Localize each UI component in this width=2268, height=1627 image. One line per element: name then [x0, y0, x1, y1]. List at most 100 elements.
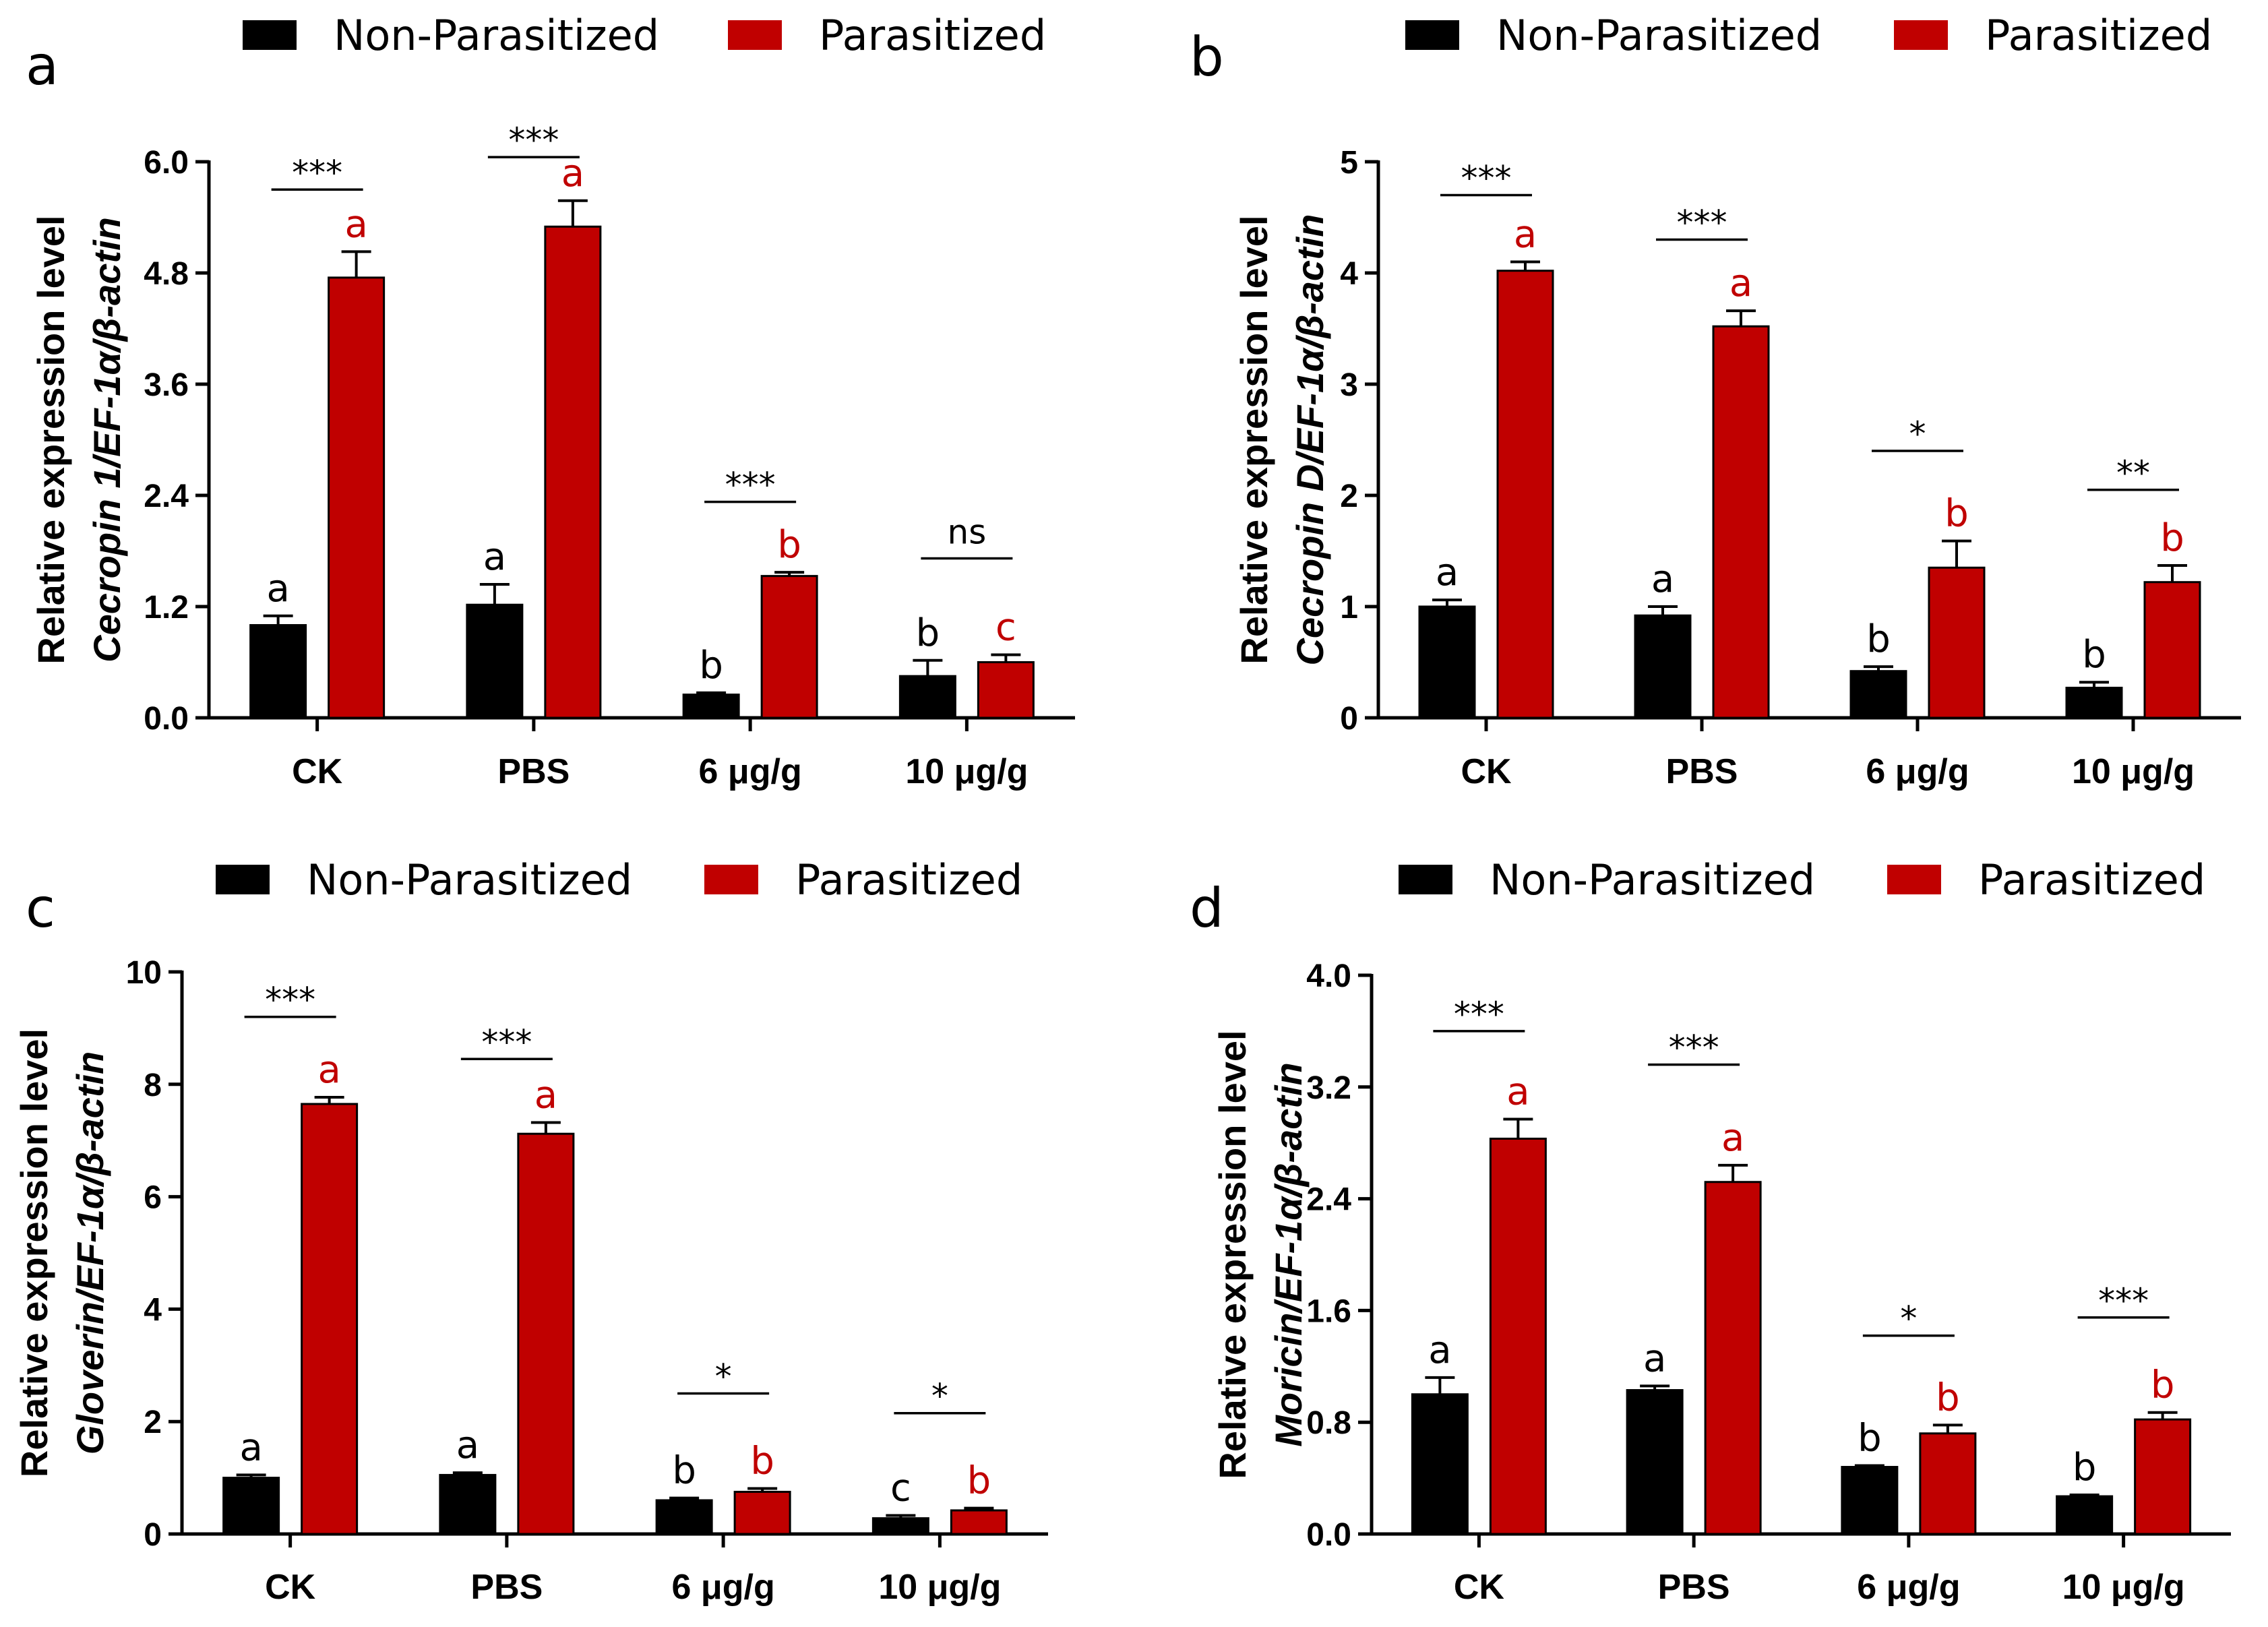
significance-label: *** — [1461, 159, 1512, 198]
legend-swatch-parasitized — [1894, 20, 1948, 50]
y-tick-label: 4 — [144, 1292, 162, 1328]
legend-swatch-non-parasitized — [243, 20, 297, 50]
bar-non-parasitized — [249, 624, 307, 719]
legend-label-parasitized: Parasitized — [795, 855, 1022, 904]
y-tick-label: 0.0 — [1306, 1517, 1351, 1553]
significance-label: *** — [508, 121, 559, 160]
x-tick-label: PBS — [1666, 752, 1738, 791]
significance-label: * — [715, 1357, 732, 1396]
bar-non-parasitized — [871, 1517, 929, 1535]
legend-label-parasitized: Parasitized — [1978, 855, 2205, 904]
significance-label: *** — [265, 981, 315, 1020]
bar-non-parasitized — [1626, 1389, 1684, 1535]
x-tick-label: PBS — [497, 752, 570, 791]
group-letter: a — [344, 202, 367, 246]
significance-label: *** — [1669, 1029, 1719, 1068]
legend-swatch-parasitized — [1887, 865, 1941, 894]
group-letter: b — [2082, 633, 2106, 677]
group-letter: a — [317, 1048, 340, 1092]
legend-label-parasitized: Parasitized — [819, 11, 1046, 60]
y-tick-label: 3 — [1340, 367, 1358, 403]
legend: Non-Parasitized Parasitized — [243, 11, 1046, 60]
legend-swatch-parasitized — [728, 20, 782, 50]
significance-label: ns — [948, 513, 987, 552]
y-axis-label: Relative expression level — [13, 1029, 55, 1477]
legend-label-parasitized: Parasitized — [1985, 11, 2212, 60]
y-axis-label-gene: Cecropin 1/EF-1α/β-actin — [86, 217, 128, 663]
group-letter: a — [1436, 551, 1459, 594]
y-tick-label: 1.2 — [144, 590, 189, 625]
y-tick-label: 0.8 — [1306, 1405, 1351, 1441]
bar-parasitized — [1919, 1432, 1977, 1535]
group-letter: b — [2151, 1363, 2175, 1407]
x-tick-label: 10 μg/g — [905, 752, 1028, 791]
significance-label: * — [1909, 415, 1926, 454]
y-tick-label: 0 — [1340, 701, 1358, 737]
bar-non-parasitized — [2056, 1495, 2114, 1535]
legend-swatch-parasitized — [704, 865, 758, 894]
y-axis-reference-genes: /EF-1α/β-actin — [1267, 1062, 1310, 1314]
bar-parasitized — [977, 661, 1035, 719]
significance-label: *** — [725, 466, 776, 505]
y-axis-label-gene: Cecropin D/EF-1α/β-actin — [1289, 214, 1331, 665]
bar-non-parasitized — [1849, 670, 1907, 719]
bar-non-parasitized — [1841, 1466, 1899, 1535]
y-axis-reference-genes: /EF-1α/β-actin — [1289, 214, 1331, 466]
x-tick-label: PBS — [1658, 1568, 1730, 1607]
legend: Non-Parasitized Parasitized — [216, 855, 1022, 904]
group-letter: a — [1428, 1328, 1451, 1372]
group-letter: b — [1944, 492, 1969, 536]
significance-label: *** — [292, 153, 342, 192]
significance-label: * — [931, 1377, 948, 1416]
bar-non-parasitized — [439, 1473, 497, 1535]
y-tick-label: 2.4 — [1306, 1182, 1351, 1218]
legend-label-non-parasitized: Non-Parasitized — [334, 11, 659, 60]
group-letter: b — [916, 611, 940, 655]
group-letter: a — [456, 1423, 479, 1467]
group-letter: a — [266, 567, 289, 611]
panel-letter: c — [26, 877, 55, 940]
group-letter: b — [1936, 1376, 1960, 1419]
y-axis-label: Relative expression level — [1233, 215, 1275, 664]
y-tick-label: 6 — [144, 1180, 162, 1216]
y-axis-label-gene: Gloverin/EF-1α/β-actin — [69, 1051, 111, 1454]
x-tick-label: CK — [1454, 1568, 1505, 1607]
group-letter: a — [1721, 1116, 1744, 1160]
x-tick-label: 6 μg/g — [1857, 1568, 1960, 1607]
panel-letter: a — [26, 34, 59, 97]
legend-swatch-non-parasitized — [1399, 865, 1452, 894]
group-letter: a — [561, 152, 584, 195]
y-axis-label: Relative expression level — [30, 215, 72, 664]
x-tick-label: 6 μg/g — [1866, 752, 1969, 791]
y-axis-gene-name: Moricin — [1267, 1313, 1310, 1447]
y-tick-label: 1 — [1340, 590, 1358, 625]
group-letter: b — [777, 523, 801, 567]
chart-panel-d: d Non-Parasitized Parasitized Relative expr… — [1190, 855, 2231, 1607]
bar-parasitized — [950, 1509, 1008, 1535]
chart-panel-c: c Non-Parasitized Parasitized Relative expr… — [13, 855, 1048, 1607]
y-tick-label: 2 — [144, 1405, 162, 1440]
legend: Non-Parasitized Parasitized — [1405, 11, 2212, 60]
y-tick-label: 4 — [1340, 256, 1358, 292]
group-letter: a — [1729, 262, 1752, 305]
bar-non-parasitized — [1634, 614, 1692, 719]
bar-parasitized — [1496, 270, 1554, 719]
y-axis-gene-name: Gloverin — [69, 1301, 111, 1454]
y-tick-label: 4.8 — [144, 256, 189, 292]
panel-letter: b — [1190, 26, 1224, 88]
bar-non-parasitized — [222, 1477, 280, 1535]
y-tick-label: 2.4 — [144, 479, 189, 514]
y-axis-reference-genes: /EF-1α/β-actin — [86, 217, 128, 469]
significance-label: *** — [1454, 995, 1504, 1034]
legend-label-non-parasitized: Non-Parasitized — [307, 855, 632, 904]
bar-non-parasitized — [682, 694, 740, 719]
y-tick-label: 1.6 — [1306, 1293, 1351, 1329]
bar-non-parasitized — [1411, 1393, 1469, 1535]
legend-label-non-parasitized: Non-Parasitized — [1496, 11, 1822, 60]
x-tick-label: 6 μg/g — [699, 752, 802, 791]
legend: Non-Parasitized Parasitized — [1399, 855, 2205, 904]
bar-parasitized — [1704, 1181, 1762, 1535]
y-axis-reference-genes: /EF-1α/β-actin — [69, 1051, 111, 1303]
y-tick-label: 4.0 — [1306, 958, 1351, 994]
y-tick-label: 3.2 — [1306, 1070, 1351, 1106]
